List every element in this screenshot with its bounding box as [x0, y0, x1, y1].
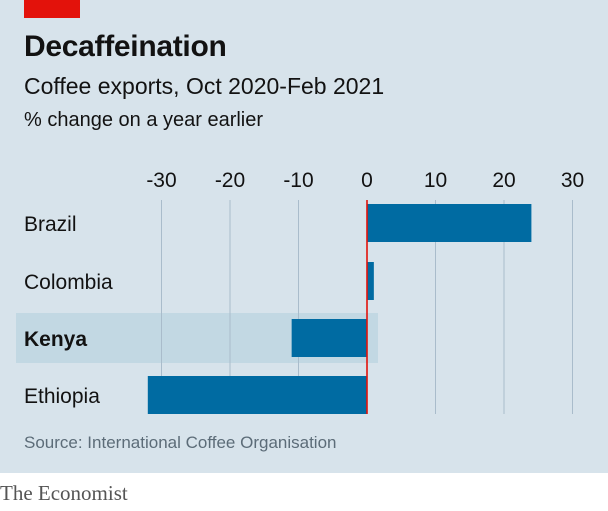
x-tick-label: 10	[424, 169, 447, 192]
bar-chart: -30 -20 -10 0 10 20 30 Brazil Colombia Kenya Ethio…	[16, 169, 584, 414]
bar-brazil	[367, 204, 532, 242]
brand-red-tag	[24, 0, 80, 18]
x-tick-label: -20	[215, 169, 245, 192]
category-label-kenya: Kenya	[24, 328, 87, 351]
chart-title: Decaffeination	[24, 30, 227, 63]
x-tick-label: 0	[361, 169, 373, 192]
source-note: Source: International Coffee Organisatio…	[24, 433, 337, 452]
category-label-brazil: Brazil	[24, 213, 77, 236]
bar-ethiopia	[147, 376, 367, 414]
x-tick-label: -10	[283, 169, 313, 192]
x-tick-label: 20	[492, 169, 515, 192]
x-tick-label: -30	[146, 169, 176, 192]
chart-subtitle: Coffee exports, Oct 2020-Feb 2021	[24, 73, 385, 99]
category-label-colombia: Colombia	[24, 271, 113, 294]
x-tick-label: 30	[561, 169, 584, 192]
publisher-name: The Economist	[0, 481, 128, 505]
chart-unit-label: % change on a year earlier	[24, 109, 264, 131]
bar-colombia	[367, 262, 374, 300]
category-label-ethiopia: Ethiopia	[24, 385, 100, 408]
bar-kenya	[291, 319, 367, 357]
